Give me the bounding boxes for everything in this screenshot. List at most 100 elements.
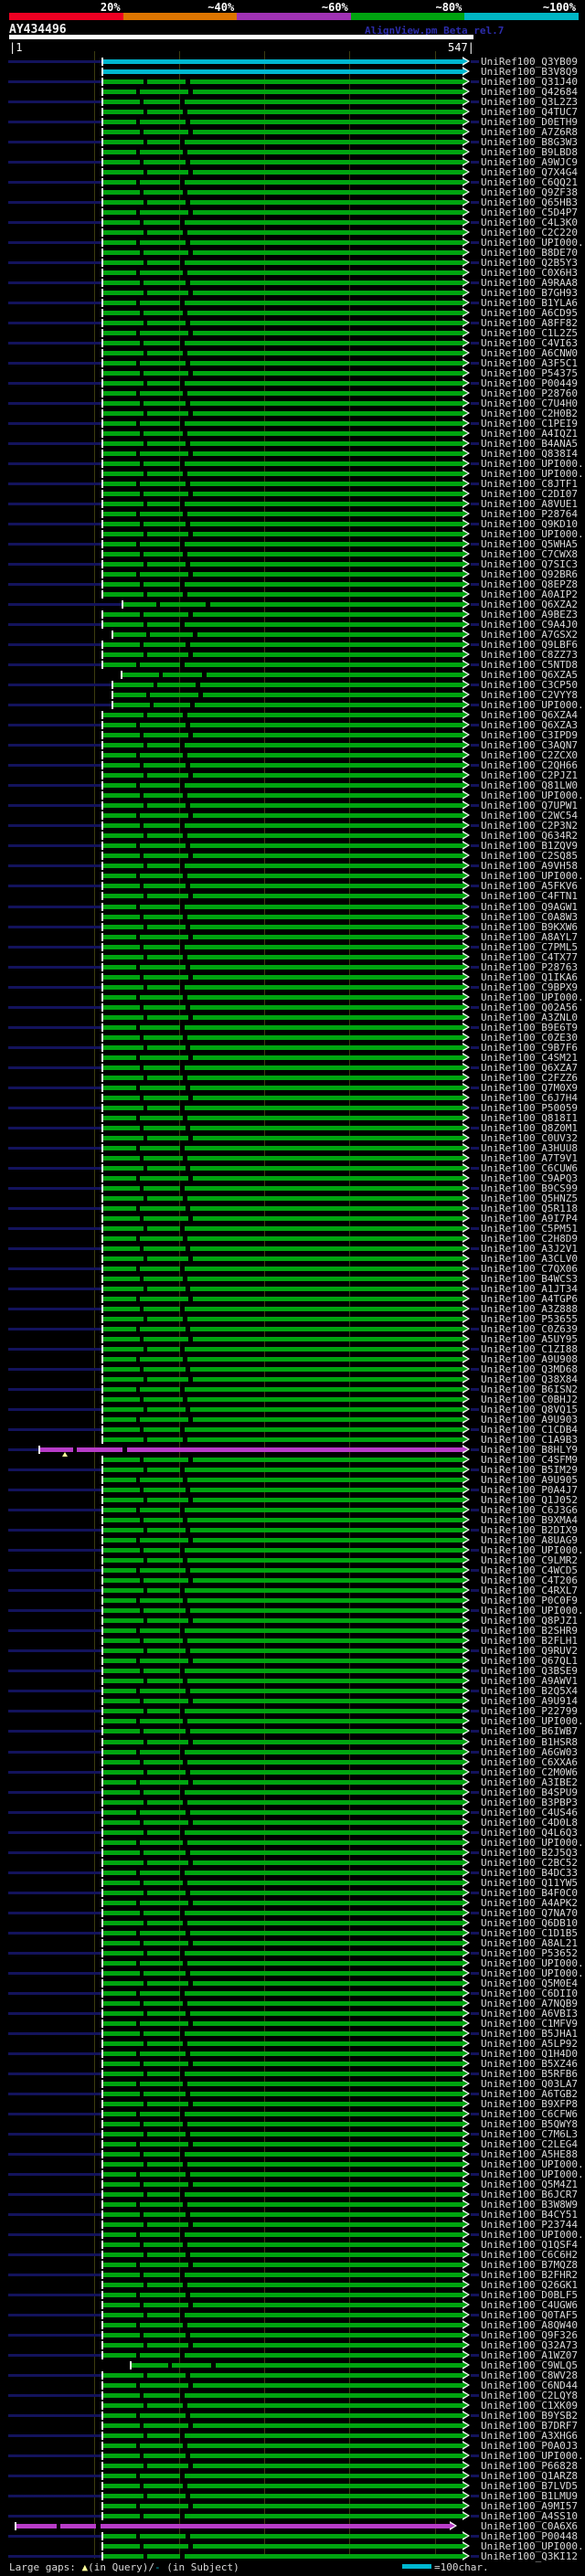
hit-label[interactable]: UniRef100_P00449 bbox=[481, 377, 578, 389]
hit-label[interactable]: UniRef100_B7DRF7 bbox=[481, 2420, 578, 2432]
hit-label[interactable]: UniRef100_A4SS10 bbox=[481, 2510, 578, 2522]
hit-label[interactable]: UniRef100_C2H8D9 bbox=[481, 1233, 578, 1245]
hit-label[interactable]: UniRef100_UPI000.. bbox=[481, 1957, 585, 1969]
hit-bar[interactable] bbox=[103, 2162, 464, 2167]
hit-label[interactable]: UniRef100_P23744 bbox=[481, 2219, 578, 2231]
hit-bar[interactable] bbox=[103, 1277, 464, 1281]
hit-label[interactable]: UniRef100_UPI000.. bbox=[481, 528, 585, 540]
hit-label[interactable]: UniRef100_P28764 bbox=[481, 508, 578, 520]
hit-bar[interactable] bbox=[103, 190, 464, 195]
hit-bar[interactable] bbox=[103, 1921, 464, 1925]
hit-label[interactable]: UniRef100_A9BEZ3 bbox=[481, 609, 578, 620]
hit-label[interactable]: UniRef100_C2QH66 bbox=[481, 759, 578, 771]
hit-bar[interactable] bbox=[40, 1447, 464, 1452]
hit-bar[interactable] bbox=[103, 1387, 464, 1392]
hit-bar[interactable] bbox=[103, 915, 464, 919]
hit-label[interactable]: UniRef100_P28760 bbox=[481, 387, 578, 399]
hit-label[interactable]: UniRef100_A5LP92 bbox=[481, 2038, 578, 2050]
hit-label[interactable]: UniRef100_C6CFW6 bbox=[481, 2108, 578, 2120]
hit-bar[interactable] bbox=[103, 2353, 464, 2358]
hit-bar[interactable] bbox=[103, 451, 464, 456]
hit-bar[interactable] bbox=[103, 1850, 464, 1855]
hit-bar[interactable] bbox=[103, 1679, 464, 1683]
hit-bar[interactable] bbox=[123, 602, 464, 607]
hit-label[interactable]: UniRef100_A8QW40 bbox=[481, 2319, 578, 2331]
hit-label[interactable]: UniRef100_P50059 bbox=[481, 1102, 578, 1114]
hit-bar[interactable] bbox=[103, 2253, 464, 2257]
hit-label[interactable]: UniRef100_C0BHJ2 bbox=[481, 1394, 578, 1405]
hit-bar[interactable] bbox=[103, 2313, 464, 2317]
hit-bar[interactable] bbox=[103, 351, 464, 355]
hit-bar[interactable] bbox=[103, 441, 464, 446]
hit-label[interactable]: UniRef100_A6GW03 bbox=[481, 1746, 578, 1758]
hit-bar[interactable] bbox=[132, 2363, 464, 2368]
hit-bar[interactable] bbox=[103, 1568, 464, 1573]
hit-label[interactable]: UniRef100_C1ZI88 bbox=[481, 1343, 578, 1355]
hit-bar[interactable] bbox=[103, 431, 464, 436]
hit-bar[interactable] bbox=[103, 1750, 464, 1754]
hit-bar[interactable] bbox=[103, 291, 464, 295]
hit-label[interactable]: UniRef100_B6IWB7 bbox=[481, 1725, 578, 1737]
hit-bar[interactable] bbox=[103, 1377, 464, 1382]
hit-label[interactable]: UniRef100_Q6XZA3 bbox=[481, 719, 578, 731]
hit-label[interactable]: UniRef100_Q634R2 bbox=[481, 830, 578, 842]
hit-bar[interactable] bbox=[103, 2433, 464, 2438]
hit-label[interactable]: UniRef100_C0A8W3 bbox=[481, 911, 578, 923]
hit-bar[interactable] bbox=[103, 925, 464, 929]
hit-bar[interactable] bbox=[103, 1317, 464, 1321]
hit-label[interactable]: UniRef100_UPI000.. bbox=[481, 1544, 585, 1556]
hit-bar[interactable] bbox=[103, 1176, 464, 1181]
hit-bar[interactable] bbox=[103, 663, 464, 667]
hit-bar[interactable] bbox=[103, 1608, 464, 1613]
hit-bar[interactable] bbox=[103, 502, 464, 506]
hit-label[interactable]: UniRef100_Q02A56 bbox=[481, 1002, 578, 1013]
hit-bar[interactable] bbox=[103, 582, 464, 587]
hit-label[interactable]: UniRef100_C2WC54 bbox=[481, 810, 578, 822]
hit-label[interactable]: UniRef100_C0A6X6 bbox=[481, 2520, 578, 2532]
hit-bar[interactable] bbox=[103, 2041, 464, 2046]
hit-bar[interactable] bbox=[103, 2293, 464, 2297]
hit-bar[interactable] bbox=[103, 1508, 464, 1512]
hit-label[interactable]: UniRef100_A5HE88 bbox=[481, 2148, 578, 2160]
hit-label[interactable]: UniRef100_C2PJZ1 bbox=[481, 769, 578, 781]
hit-label[interactable]: UniRef100_Q7SIC3 bbox=[481, 558, 578, 570]
hit-bar[interactable] bbox=[103, 1881, 464, 1885]
hit-label[interactable]: UniRef100_C5D4P7 bbox=[481, 207, 578, 218]
hit-label[interactable]: UniRef100_C6ND44 bbox=[481, 2380, 578, 2391]
hit-label[interactable]: UniRef100_B3PBP3 bbox=[481, 1797, 578, 1808]
hit-bar[interactable] bbox=[103, 2443, 464, 2448]
hit-label[interactable]: UniRef100_UPI000.. bbox=[481, 1837, 585, 1849]
hit-bar[interactable] bbox=[103, 1961, 464, 1966]
hit-bar[interactable] bbox=[103, 975, 464, 980]
hit-bar[interactable] bbox=[113, 683, 464, 687]
hit-label[interactable]: UniRef100_B2Q5X4 bbox=[481, 1685, 578, 1697]
hit-label[interactable]: UniRef100_C4WCD5 bbox=[481, 1564, 578, 1576]
hit-bar[interactable] bbox=[103, 753, 464, 758]
hit-bar[interactable] bbox=[103, 1628, 464, 1633]
hit-label[interactable]: UniRef100_B3V8Q9 bbox=[481, 66, 578, 78]
hit-bar[interactable] bbox=[103, 2122, 464, 2126]
hit-bar[interactable] bbox=[103, 2333, 464, 2337]
hit-bar[interactable] bbox=[103, 1780, 464, 1785]
hit-bar[interactable] bbox=[103, 2011, 464, 2016]
hit-bar[interactable] bbox=[103, 260, 464, 265]
hit-label[interactable]: UniRef100_UPI000.. bbox=[481, 2158, 585, 2170]
hit-bar[interactable] bbox=[103, 1498, 464, 1502]
hit-label[interactable]: UniRef100_Q1J052 bbox=[481, 1494, 578, 1506]
hit-bar[interactable] bbox=[103, 240, 464, 245]
hit-bar[interactable] bbox=[103, 301, 464, 305]
hit-label[interactable]: UniRef100_A7GSX2 bbox=[481, 629, 578, 641]
hit-bar[interactable] bbox=[103, 1548, 464, 1553]
hit-label[interactable]: UniRef100_B1LMU9 bbox=[481, 2490, 578, 2502]
hit-label[interactable]: UniRef100_A7NQB9 bbox=[481, 1998, 578, 2009]
hit-bar[interactable] bbox=[103, 2413, 464, 2418]
hit-bar[interactable] bbox=[103, 723, 464, 727]
hit-label[interactable]: UniRef100_C7CWX8 bbox=[481, 548, 578, 560]
hit-bar[interactable] bbox=[113, 632, 464, 637]
hit-bar[interactable] bbox=[103, 1669, 464, 1673]
hit-label[interactable]: UniRef100_A9U903 bbox=[481, 1414, 578, 1426]
hit-bar[interactable] bbox=[103, 2082, 464, 2086]
hit-label[interactable]: UniRef100_A3F5C1 bbox=[481, 357, 578, 369]
hit-bar[interactable] bbox=[103, 1216, 464, 1221]
hit-bar[interactable] bbox=[103, 1427, 464, 1432]
